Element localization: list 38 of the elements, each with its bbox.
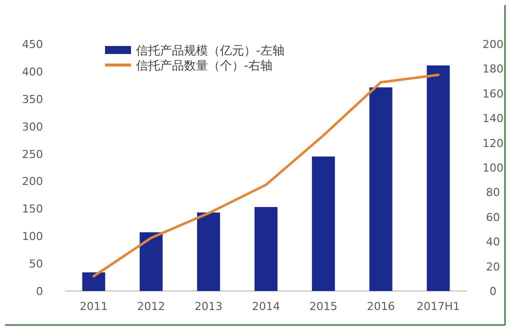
y-tick-label: 0	[36, 285, 43, 298]
legend-label: 信托产品规模（亿元）-左轴	[136, 44, 284, 58]
y2-tick-label: 20	[486, 260, 500, 274]
bar	[140, 232, 163, 291]
x-tick-label: 2012	[137, 300, 166, 313]
y2-tick-label: 200	[482, 38, 504, 51]
y-tick-label: 200	[22, 175, 43, 188]
x-tick-label: 2013	[194, 300, 223, 313]
bar	[197, 212, 220, 291]
y2-tick-label: 120	[482, 136, 504, 150]
x-tick-label: 2015	[309, 300, 338, 313]
bar	[426, 65, 450, 291]
y-tick-label: 100	[22, 230, 43, 244]
y-tick-label: 250	[22, 148, 43, 161]
y2-tick-label: 80	[486, 186, 500, 200]
bar	[369, 87, 392, 291]
x-tick-label: 2017H1	[416, 300, 460, 313]
x-tick-label: 2011	[80, 300, 108, 313]
line-series	[92, 74, 440, 278]
y2-tick-label: 140	[482, 112, 504, 126]
y2-tick-label: 40	[486, 236, 500, 249]
bar	[312, 156, 335, 291]
x-tick-label: 2016	[366, 300, 395, 313]
x-tick-label: 2014	[252, 300, 280, 313]
y2-tick-label: 0	[490, 285, 496, 298]
bar	[254, 207, 278, 291]
y2-tick-label: 60	[486, 210, 500, 224]
y-tick-label: 400	[22, 65, 43, 78]
y2-tick-label: 160	[482, 87, 504, 100]
legend-label: 信托产品数量（个）-右轴	[136, 58, 272, 72]
y2-tick-label: 180	[482, 62, 504, 76]
y-tick-label: 350	[22, 92, 43, 106]
y2-tick-label: 100	[482, 162, 504, 174]
y-tick-label: 450	[22, 38, 43, 51]
bar	[82, 272, 106, 291]
y-tick-label: 150	[22, 202, 43, 216]
y-tick-label: 50	[29, 258, 43, 271]
y-tick-label: 300	[22, 120, 43, 134]
